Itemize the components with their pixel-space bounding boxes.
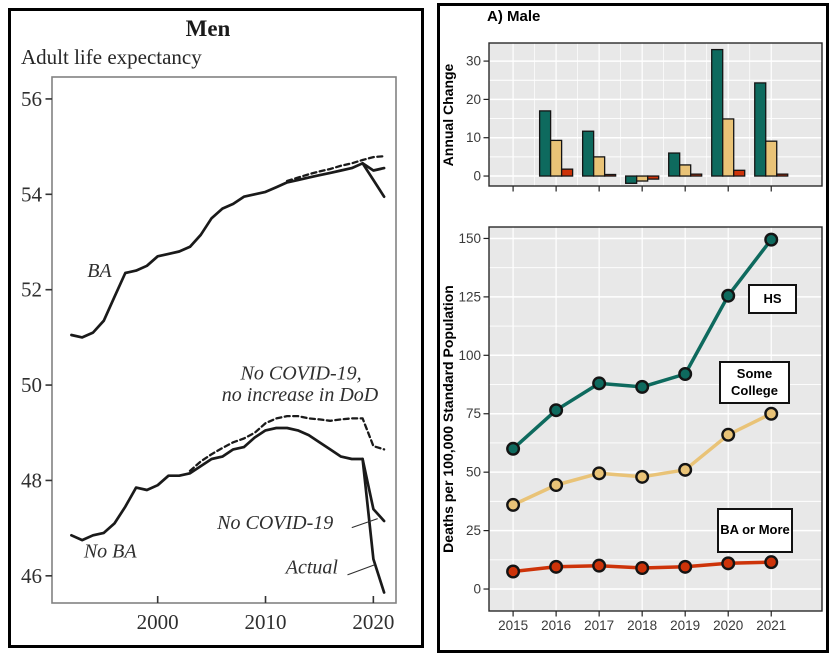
marker-some-college-2018 — [635, 469, 650, 484]
marker-some-college-2017 — [592, 466, 607, 481]
left-figure-border — [8, 8, 424, 648]
left-y-tick-label: 54 — [21, 182, 43, 206]
marker-hs-2020 — [721, 288, 736, 303]
bar-hs-2017 — [581, 130, 595, 177]
marker-some-college-2019 — [678, 462, 693, 477]
life-expectancy-chart-canvas: 46 48 50 52 54 56 2000 2010 2020 BA No BA No COVID-… — [8, 8, 424, 648]
bar-some-college-2017 — [592, 156, 606, 177]
bottom-y-tick-label: 75 — [466, 406, 481, 421]
marker-ba-or-more-2021 — [764, 555, 779, 570]
bottom-x-tick-label: 2016 — [541, 618, 571, 633]
left-figure-life-expectancy: 46 48 50 52 54 56 2000 2010 2020 BA No BA No COVID-… — [8, 8, 424, 648]
marker-ba-or-more-2019 — [678, 559, 693, 574]
marker-hs-2021 — [764, 232, 779, 247]
left-x-tick-label: 2020 — [352, 610, 394, 634]
series-no-ba-actual — [70, 426, 386, 594]
bottom-x-tick-label: 2017 — [584, 618, 614, 633]
left-y-tick-label: 50 — [21, 373, 42, 397]
bar-hs-2019 — [668, 152, 681, 177]
male-mortality-chart-canvas: Annual Change Deaths per 100,000 Standar… — [437, 3, 829, 653]
bar-ba-or-more-2018 — [647, 175, 660, 180]
bottom-x-tick-label: 2020 — [713, 618, 743, 633]
series-ba-actual — [70, 161, 386, 339]
annual-change-axis-title: Annual Change — [440, 63, 456, 166]
right-figure-male-mortality: Annual Change Deaths per 100,000 Standar… — [437, 3, 829, 653]
bar-some-college-2021 — [765, 140, 778, 177]
series-ba-no-covid-19 — [361, 161, 386, 172]
bottom-y-tick-label: 25 — [466, 523, 481, 538]
bottom-x-tick-label: 2019 — [670, 618, 700, 633]
bottom-y-tick-label: 125 — [458, 289, 481, 304]
male-mortality-plots: 0 10 20 30 0 25 50 75 100 125 150 2015 2016 2017 2018 2… — [437, 3, 829, 653]
marker-hs-2018 — [635, 379, 650, 394]
marker-hs-2019 — [678, 367, 693, 382]
marker-some-college-2015 — [506, 497, 521, 512]
left-y-tick-label: 52 — [21, 278, 42, 302]
bottom-x-tick-label: 2021 — [756, 618, 786, 633]
bar-hs-2020 — [711, 48, 724, 177]
bar-ba-or-more-2021 — [776, 173, 789, 177]
marker-hs-2016 — [549, 403, 564, 418]
left-plot-border — [51, 76, 397, 604]
left-chart-subtitle: Adult life expectancy — [21, 45, 202, 69]
left-chart-title: Men — [185, 16, 231, 41]
bar-some-college-2018 — [636, 175, 649, 182]
bar-ba-or-more-2020 — [733, 169, 746, 177]
marker-ba-or-more-2017 — [592, 558, 607, 573]
bottom-y-tick-label: 100 — [458, 348, 481, 363]
bar-ba-or-more-2017 — [603, 173, 617, 177]
annotation-leader-line — [351, 518, 378, 529]
right-chart-title: A) Male — [487, 8, 541, 25]
bar-ba-or-more-2016 — [560, 168, 574, 177]
marker-some-college-2021 — [764, 406, 779, 421]
annotation-no-covid-19: No COVID-19 — [216, 512, 333, 534]
bottom-y-tick-label: 0 — [473, 582, 481, 597]
some-college-series-label: Some College — [719, 361, 790, 404]
series-no-ba-no-covid-19 — [361, 457, 386, 523]
left-x-tick-label: 2010 — [245, 610, 287, 634]
bar-some-college-2020 — [722, 118, 735, 177]
annotation-no-ba: No BA — [83, 541, 138, 563]
bottom-y-tick-label: 50 — [466, 465, 481, 480]
left-x-tick-label: 2000 — [137, 610, 179, 634]
top-y-tick-label: 20 — [466, 92, 481, 107]
left-y-tick-label: 46 — [21, 564, 42, 588]
deaths-axis-title: Deaths per 100,000 Standard Population — [440, 285, 456, 553]
marker-ba-or-more-2016 — [549, 559, 564, 574]
top-y-tick-label: 0 — [473, 169, 481, 184]
ba-or-more-series-label: BA or More — [717, 508, 793, 553]
left-y-tick-label: 56 — [21, 87, 42, 111]
hs-series-label: HS — [748, 284, 797, 314]
top-y-tick-label: 30 — [466, 54, 481, 69]
bottom-y-tick-label: 150 — [458, 231, 481, 246]
annotation-leader-line — [347, 564, 375, 576]
left-y-tick-label: 48 — [21, 468, 42, 492]
marker-some-college-2020 — [721, 427, 736, 442]
life-expectancy-plot: 46 48 50 52 54 56 2000 2010 2020 BA No BA No COVID-… — [8, 8, 424, 648]
marker-ba-or-more-2018 — [635, 560, 650, 575]
bar-some-college-2016 — [549, 139, 563, 177]
marker-hs-2017 — [592, 376, 607, 391]
annotation-no-covid-19-: No COVID-19, — [240, 362, 362, 384]
bottom-x-tick-label: 2018 — [627, 618, 657, 633]
bar-some-college-2019 — [679, 164, 692, 177]
bar-ba-or-more-2019 — [690, 173, 703, 177]
annotation-ba: BA — [87, 260, 112, 282]
annotation-no-increase-in-dod: no increase in DoD — [222, 384, 379, 406]
bottom-x-tick-label: 2015 — [498, 618, 528, 633]
right-figure-border — [437, 3, 829, 653]
series-ba-no-covid-19-no-increase-in-dod — [285, 155, 386, 183]
bar-hs-2018 — [625, 175, 638, 184]
annotation-actual: Actual — [284, 556, 339, 578]
bar-hs-2016 — [538, 110, 552, 177]
marker-ba-or-more-2015 — [506, 564, 521, 579]
top-y-tick-label: 10 — [466, 130, 481, 145]
marker-hs-2015 — [506, 441, 521, 456]
marker-some-college-2016 — [549, 478, 564, 493]
series-no-ba-no-covid-19-no-increase-in-dod — [188, 414, 386, 473]
marker-ba-or-more-2020 — [721, 556, 736, 571]
bar-hs-2021 — [754, 82, 767, 177]
